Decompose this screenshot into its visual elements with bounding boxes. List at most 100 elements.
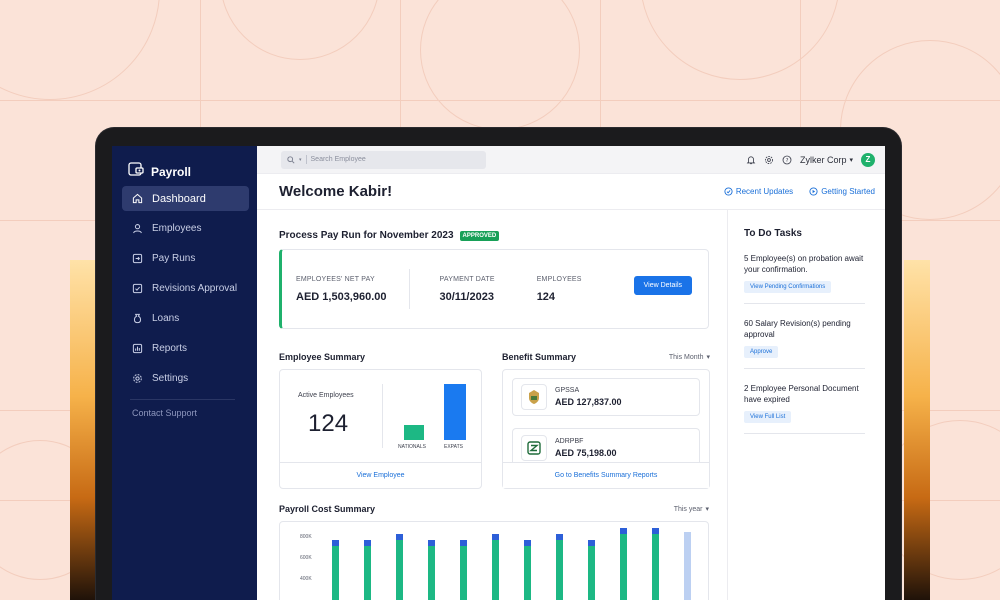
status-badge: APPROVED: [459, 230, 500, 241]
active-employees-count: 124: [308, 410, 349, 437]
net-pay-stat: EMPLOYEES' NET PAY AED 1,503,960.00: [296, 276, 387, 303]
cost-bar: [332, 540, 339, 600]
cost-bar: [396, 534, 403, 600]
contact-support-link[interactable]: Contact Support: [132, 408, 198, 418]
benefit-value: AED 127,837.00: [555, 397, 622, 407]
cost-bar: [524, 540, 531, 600]
stat-divider: [408, 269, 410, 309]
search-input[interactable]: ▾ Search Employee: [281, 150, 486, 169]
payrun-title: Process Pay Run for November 2023: [279, 230, 454, 241]
search-icon: [287, 155, 295, 164]
sidebar-item-pay-runs[interactable]: Pay Runs: [122, 246, 249, 271]
view-pending-confirmations-button[interactable]: View Pending Confirmations: [744, 281, 832, 293]
cost-bar: [620, 528, 627, 600]
gpssa-logo-icon: [521, 384, 547, 410]
employees-label: EMPLOYEES: [536, 275, 582, 283]
todo-text: 5 Employee(s) on probation await your co…: [744, 254, 864, 274]
chevron-down-icon: ▾: [705, 506, 709, 513]
payroll-cost-chart: 800K 600K 400K: [279, 521, 709, 600]
sidebar-item-label: Dashboard: [152, 192, 206, 205]
card-divider: [382, 384, 383, 448]
employee-summary-section: Employee Summary Active Employees 124 NA…: [279, 351, 482, 489]
employees-stat: EMPLOYEES 124: [537, 276, 582, 303]
year-value: This year: [673, 505, 703, 513]
view-details-button[interactable]: View Details: [633, 276, 692, 295]
nationals-bar: [404, 425, 424, 440]
glow-right: [904, 260, 930, 600]
user-icon: [133, 224, 142, 234]
laptop-frame: Payroll Dashboard Employees Pay Runs Re: [96, 128, 901, 600]
period-dropdown[interactable]: This Month ▾: [669, 353, 710, 362]
cost-bar: [556, 534, 563, 600]
cost-bar: [460, 540, 467, 600]
sidebar-nav: Dashboard Employees Pay Runs Revisions A…: [112, 186, 257, 391]
benefits-report-link[interactable]: Go to Benefits Summary Reports: [503, 462, 709, 488]
recent-updates-label: Recent Updates: [735, 187, 794, 196]
getting-started-link[interactable]: Getting Started: [809, 187, 875, 196]
todo-title: To Do Tasks: [744, 228, 802, 239]
employees-value: 124: [536, 290, 556, 303]
help-icon[interactable]: ?: [782, 155, 792, 165]
org-name: Zylker Corp: [799, 154, 847, 165]
sidebar-item-label: Settings: [152, 373, 189, 384]
chevron-down-icon: ▾: [299, 156, 302, 163]
todo-text: 2 Employee Personal Document have expire…: [744, 384, 859, 404]
nationals-label: NATIONALS: [398, 444, 426, 450]
chevron-down-icon: ▾: [849, 156, 853, 164]
search-divider: [305, 155, 307, 164]
sidebar-item-loans[interactable]: Loans: [122, 306, 249, 331]
pay-runs-icon: [132, 253, 143, 264]
year-dropdown[interactable]: This year ▾: [673, 505, 709, 514]
cost-bar: [588, 540, 595, 600]
sidebar-item-dashboard[interactable]: Dashboard: [122, 186, 249, 211]
benefit-summary-card: GPSSA AED 127,837.00 ADRPBF: [502, 369, 710, 489]
checklist-icon: [132, 283, 143, 294]
dashboard-content: Process Pay Run for November 2023 APPROV…: [257, 210, 885, 600]
getting-started-label: Getting Started: [821, 187, 875, 196]
sidebar-item-label: Revisions Approval: [152, 283, 238, 294]
main-area: ▾ Search Employee ? Zylker Corp ▾ Z Welc…: [257, 146, 885, 600]
benefit-name: GPSSA: [555, 387, 580, 394]
todo-item: 2 Employee Personal Document have expire…: [744, 369, 865, 434]
sidebar-item-settings[interactable]: Settings: [122, 366, 249, 391]
brand[interactable]: Payroll: [112, 146, 257, 186]
payroll-cost-header: Payroll Cost Summary This year ▾: [279, 503, 709, 515]
chevron-down-icon: ▾: [706, 354, 710, 361]
expats-bar: [444, 384, 466, 440]
left-column: Process Pay Run for November 2023 APPROV…: [257, 210, 727, 600]
sidebar-item-revisions-approval[interactable]: Revisions Approval: [122, 276, 249, 301]
settings-icon[interactable]: [764, 155, 774, 165]
payrun-card: EMPLOYEES' NET PAY AED 1,503,960.00 PAYM…: [279, 249, 709, 329]
y-tick-label: 800K: [300, 534, 312, 540]
avatar[interactable]: Z: [861, 152, 875, 167]
sidebar-divider: [130, 399, 235, 400]
view-full-list-button[interactable]: View Full List: [744, 411, 792, 423]
payment-date-stat: PAYMENT DATE 30/11/2023: [440, 276, 495, 303]
recent-updates-link[interactable]: Recent Updates: [724, 187, 793, 196]
view-employee-link[interactable]: View Employee: [280, 462, 481, 488]
money-bag-icon: [133, 313, 142, 324]
summary-row: Employee Summary Active Employees 124 NA…: [279, 351, 727, 489]
glow-left: [70, 260, 96, 600]
app-name: Payroll: [151, 164, 192, 179]
clock-icon: [724, 187, 733, 196]
benefit-summary-section: Benefit Summary This Month ▾: [502, 351, 710, 489]
approve-button[interactable]: Approve: [744, 346, 779, 358]
net-pay-value: AED 1,503,960.00: [296, 290, 387, 303]
sidebar: Payroll Dashboard Employees Pay Runs Re: [112, 146, 257, 600]
play-icon: [809, 187, 818, 196]
payroll-cost-title: Payroll Cost Summary: [279, 504, 376, 514]
sidebar-item-reports[interactable]: Reports: [122, 336, 249, 361]
payment-date-value: 30/11/2023: [439, 290, 494, 303]
net-pay-label: EMPLOYEES' NET PAY: [296, 275, 375, 283]
bell-icon[interactable]: [746, 155, 756, 165]
cost-bar-forecast: [684, 532, 691, 600]
benefit-item-adrpbf[interactable]: ADRPBF AED 75,198.00: [512, 428, 700, 466]
benefit-item-gpssa[interactable]: GPSSA AED 127,837.00: [512, 378, 700, 416]
organization-switcher[interactable]: Zylker Corp ▾: [800, 155, 853, 165]
todo-panel: To Do Tasks 5 Employee(s) on probation a…: [727, 210, 885, 600]
cost-bar: [492, 534, 499, 600]
expats-label: EXPATS: [444, 444, 463, 450]
todo-item: 5 Employee(s) on probation await your co…: [744, 239, 865, 304]
sidebar-item-employees[interactable]: Employees: [122, 216, 249, 241]
